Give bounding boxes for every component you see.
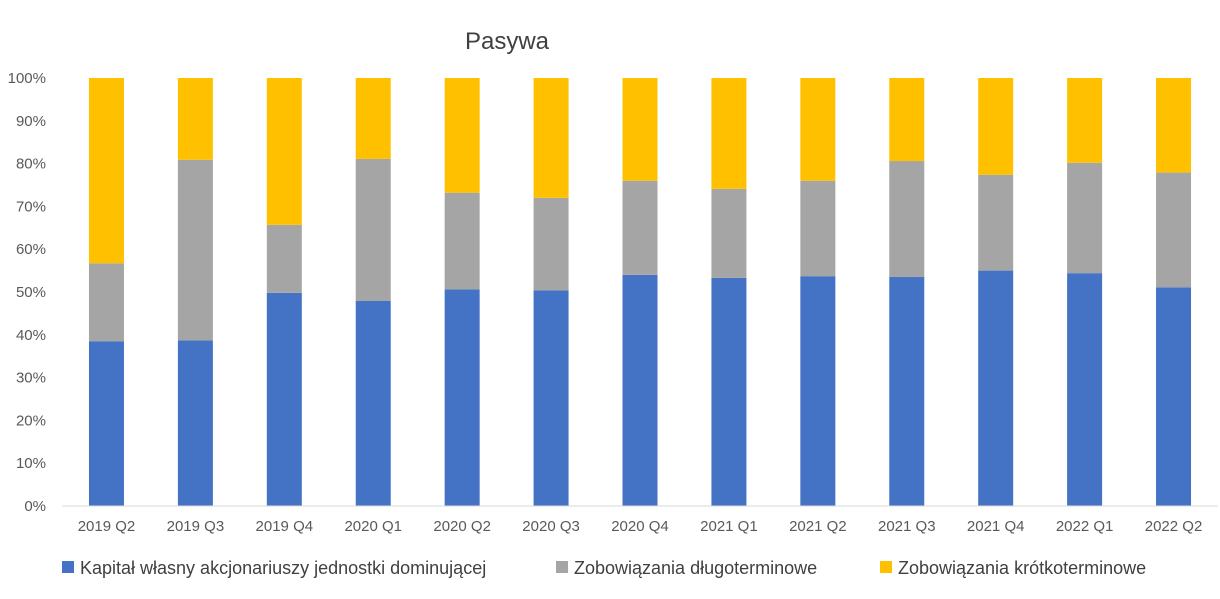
bar-segment-dlugoterminowe <box>444 192 480 290</box>
x-tick-label: 2021 Q2 <box>789 518 847 535</box>
bar-segment-kapital <box>800 276 836 506</box>
chart-title: Pasywa <box>465 28 550 55</box>
bars-group <box>88 78 1192 506</box>
legend-swatch-krotkoterminowe <box>880 561 892 573</box>
bar-segment-dlugoterminowe <box>1067 162 1103 274</box>
x-tick-label: 2020 Q1 <box>344 518 402 535</box>
bar-segment-kapital <box>266 292 302 506</box>
x-tick-label: 2020 Q4 <box>611 518 669 535</box>
y-tick-label: 10% <box>16 455 46 472</box>
x-tick-label: 2019 Q4 <box>256 518 314 535</box>
bar-segment-dlugoterminowe <box>177 159 213 341</box>
bar-segment-dlugoterminowe <box>266 224 302 293</box>
y-tick-label: 20% <box>16 412 46 429</box>
bar-segment-dlugoterminowe <box>533 197 569 291</box>
x-tick-label: 2021 Q3 <box>878 518 936 535</box>
bar-segment-krotkoterminowe <box>800 78 836 181</box>
bar-segment-krotkoterminowe <box>889 78 925 162</box>
y-tick-label: 0% <box>24 498 46 515</box>
x-tick-label: 2021 Q1 <box>700 518 758 535</box>
legend-item: Kapitał własny akcjonariuszy jednostki d… <box>62 558 486 578</box>
bar-segment-kapital <box>1156 287 1192 506</box>
bar-segment-krotkoterminowe <box>266 78 302 225</box>
legend-item: Zobowiązania długoterminowe <box>556 558 817 578</box>
y-tick-label: 40% <box>16 327 46 344</box>
bar-segment-krotkoterminowe <box>622 78 658 181</box>
bar-segment-krotkoterminowe <box>533 78 569 198</box>
bar-segment-kapital <box>1067 273 1103 506</box>
bar-segment-dlugoterminowe <box>711 188 747 278</box>
bar-segment-dlugoterminowe <box>355 158 391 301</box>
y-tick-label: 50% <box>16 284 46 301</box>
legend-item: Zobowiązania krótkoterminowe <box>880 558 1146 578</box>
y-tick-label: 60% <box>16 241 46 258</box>
legend-label: Zobowiązania krótkoterminowe <box>898 558 1146 578</box>
legend-swatch-kapital <box>62 561 74 573</box>
x-tick-label: 2019 Q3 <box>167 518 225 535</box>
y-axis: 0% 10% 20% 30% 40% 50% 60% 70% 80% 90% 100% <box>8 70 46 515</box>
bar-segment-krotkoterminowe <box>88 78 124 264</box>
y-tick-label: 90% <box>16 113 46 130</box>
bar-segment-kapital <box>533 290 569 506</box>
bar-segment-krotkoterminowe <box>978 78 1014 175</box>
legend: Kapitał własny akcjonariuszy jednostki d… <box>62 558 1146 578</box>
bar-segment-kapital <box>88 341 124 506</box>
bar-segment-kapital <box>978 270 1014 506</box>
bar-segment-kapital <box>355 300 391 506</box>
y-tick-label: 100% <box>8 70 46 87</box>
legend-swatch-dlugoterminowe <box>556 561 568 573</box>
y-tick-label: 70% <box>16 198 46 215</box>
bar-segment-dlugoterminowe <box>978 174 1014 271</box>
x-tick-label: 2022 Q2 <box>1145 518 1203 535</box>
bar-segment-krotkoterminowe <box>444 78 480 193</box>
bar-segment-kapital <box>622 274 658 506</box>
bar-segment-kapital <box>889 277 925 506</box>
bar-segment-dlugoterminowe <box>622 180 658 275</box>
bar-segment-kapital <box>177 340 213 506</box>
bar-segment-krotkoterminowe <box>711 78 747 189</box>
bar-segment-dlugoterminowe <box>800 180 836 277</box>
legend-label: Kapitał własny akcjonariuszy jednostki d… <box>80 558 486 578</box>
x-tick-label: 2020 Q2 <box>433 518 491 535</box>
x-tick-label: 2019 Q2 <box>78 518 136 535</box>
bar-segment-kapital <box>444 289 480 506</box>
bar-segment-dlugoterminowe <box>1156 172 1192 288</box>
x-axis: 2019 Q2 2019 Q3 2019 Q4 2020 Q1 2020 Q2 2020 … <box>78 518 1203 535</box>
bar-segment-krotkoterminowe <box>177 78 213 160</box>
bar-segment-dlugoterminowe <box>889 161 925 278</box>
x-tick-label: 2020 Q3 <box>522 518 580 535</box>
bar-segment-krotkoterminowe <box>1156 78 1192 173</box>
legend-label: Zobowiązania długoterminowe <box>574 558 817 578</box>
y-tick-label: 30% <box>16 370 46 387</box>
bar-segment-dlugoterminowe <box>88 263 124 342</box>
bar-segment-kapital <box>711 277 747 506</box>
x-tick-label: 2021 Q4 <box>967 518 1025 535</box>
bar-segment-krotkoterminowe <box>1067 78 1103 163</box>
y-tick-label: 80% <box>16 156 46 173</box>
bar-segment-krotkoterminowe <box>355 78 391 159</box>
x-tick-label: 2022 Q1 <box>1056 518 1114 535</box>
